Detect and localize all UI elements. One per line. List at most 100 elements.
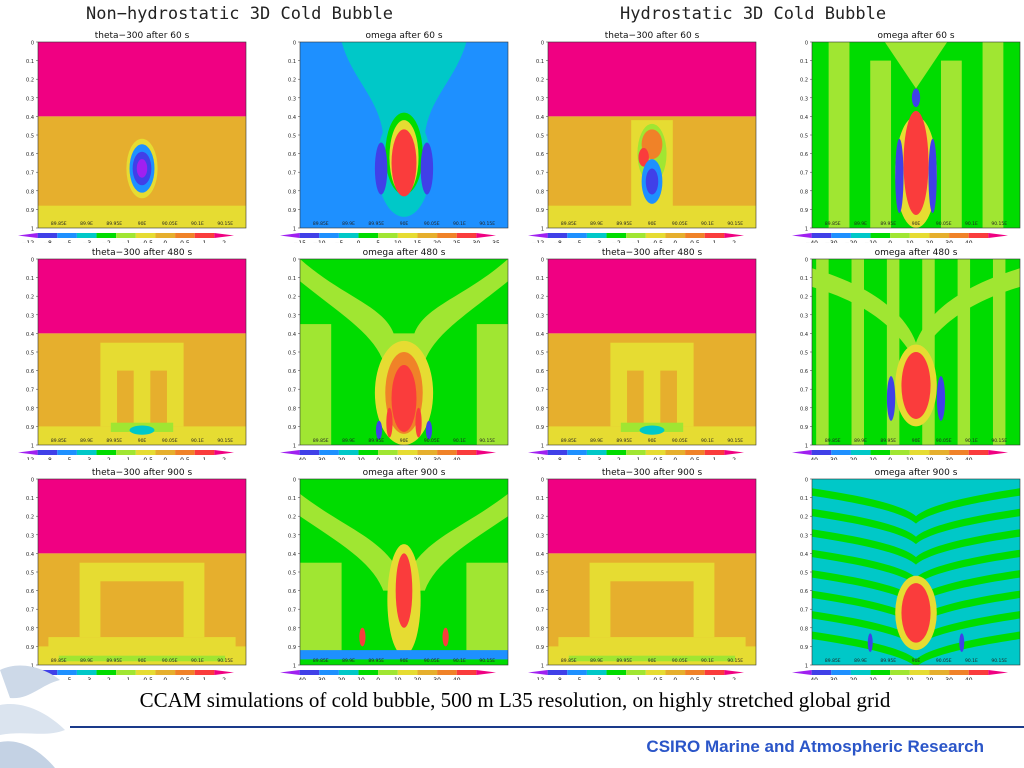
y-tick-label: 0.7: [26, 608, 34, 614]
colorbar-label: −3: [592, 457, 601, 460]
colorbar-label: 0: [163, 457, 167, 460]
colorbar-label: −0.5: [138, 240, 153, 243]
colorbar-swatch: [567, 233, 587, 238]
colorbar-swatch: [57, 233, 77, 238]
colorbar-label: −40: [805, 240, 818, 243]
colorbar-swatch: [626, 233, 646, 238]
colorbar-swatch: [850, 450, 871, 455]
contour-panel: omega after 60 s 0 0.1 0.2 0.3 0.4 0.5 0.6 0.7 0.…: [782, 28, 1022, 243]
colorbar-label: −12: [21, 457, 34, 460]
y-tick-label: 0.6: [26, 369, 34, 375]
upper-layer-region: [548, 42, 756, 117]
contour-region: [957, 259, 971, 445]
contour-region: [129, 425, 155, 435]
colorbar-label: −5: [573, 457, 582, 460]
colorbar-swatch: [870, 670, 891, 675]
y-tick-label: 0.2: [800, 78, 808, 84]
colorbar-label: −5: [334, 240, 343, 243]
x-tick-label: 89.9E: [80, 221, 93, 227]
y-tick-label: 0: [31, 41, 34, 47]
y-tick-label: 1: [31, 227, 34, 233]
contour-panel: theta−300 after 480 s 0 0.1 0.2 0.3 0.4 0.5 0.6…: [518, 245, 758, 460]
colorbar-label: 15: [414, 240, 422, 243]
y-tick-label: 0.7: [288, 171, 296, 177]
y-tick-label: 0.6: [800, 369, 808, 375]
colorbar-label: −30: [313, 677, 326, 680]
colorbar-swatch: [606, 670, 627, 675]
contour-region: [901, 352, 931, 419]
colorbar-swatch: [704, 670, 725, 675]
x-tick-label: 90E: [138, 221, 147, 227]
x-tick-label: 90E: [648, 221, 657, 227]
colorbar-swatch: [645, 233, 666, 238]
colorbar-swatch: [338, 670, 359, 675]
colorbar-swatch: [949, 670, 969, 675]
colorbar-swatch: [476, 670, 496, 675]
contour-panel: omega after 900 s 0 0.1 0.2 0.3 0.4 0.5 0.6 0.7 0…: [270, 465, 510, 680]
contour-region: [903, 110, 929, 215]
contour-region: [386, 407, 393, 438]
y-tick-label: 0.8: [26, 406, 34, 412]
x-tick-label: 90.15E: [479, 438, 495, 444]
non-hydrostatic-title: Non−hydrostatic 3D Cold Bubble: [86, 4, 394, 24]
colorbar-label: −10: [864, 677, 877, 680]
colorbar-label: −20: [845, 457, 858, 460]
contour-region: [638, 148, 649, 167]
colorbar-swatch: [194, 233, 215, 238]
colorbar-label: −10: [864, 240, 877, 243]
y-tick-label: 0: [805, 478, 808, 484]
y-tick-label: 0.7: [288, 388, 296, 394]
colorbar-label: −0.5: [138, 457, 153, 460]
colorbar-swatch: [155, 670, 176, 675]
colorbar-label: 35: [492, 240, 500, 243]
colorbar-label: 2: [732, 240, 736, 243]
colorbar-label: −30: [313, 457, 326, 460]
colorbar-label: 0: [376, 677, 380, 680]
colorbar-label: 20: [926, 240, 934, 243]
colorbar-label: 0: [888, 457, 892, 460]
y-tick-label: 0: [293, 478, 296, 484]
colorbar-label: 0: [163, 677, 167, 680]
y-tick-label: 1: [541, 227, 544, 233]
x-tick-label: 90.15E: [991, 438, 1007, 444]
colorbar-swatch: [456, 670, 477, 675]
colorbar-swatch: [319, 670, 339, 675]
x-tick-label: 89.85E: [561, 221, 577, 227]
contour-region: [645, 168, 659, 195]
hydrostatic-title: Hydrostatic 3D Cold Bubble: [620, 4, 887, 24]
colorbar-swatch: [567, 450, 587, 455]
colorbar-label: 25: [453, 240, 461, 243]
y-tick-label: 0.9: [26, 208, 34, 214]
contour-region: [300, 324, 332, 445]
y-tick-label: 1: [293, 664, 296, 670]
colorbar-label: 20: [926, 457, 934, 460]
colorbar-swatch: [890, 233, 910, 238]
y-tick-label: 0.6: [536, 152, 544, 158]
y-tick-label: 0.3: [26, 313, 34, 319]
colorbar-label: −2: [612, 457, 621, 460]
colorbar-swatch: [586, 670, 607, 675]
x-tick-label: 90E: [912, 221, 921, 227]
colorbar-swatch: [37, 233, 58, 238]
x-tick-label: 89.95E: [616, 221, 632, 227]
colorbar-swatch: [299, 450, 320, 455]
contour-region: [548, 426, 756, 445]
colorbar-swatch: [319, 233, 339, 238]
colorbar-swatch: [280, 450, 300, 455]
colorbar-label: −3: [82, 457, 91, 460]
x-tick-label: 89.9E: [854, 658, 867, 664]
x-tick-label: 89.95E: [368, 658, 384, 664]
colorbar-swatch: [685, 233, 705, 238]
colorbar-swatch: [57, 670, 77, 675]
colorbar-swatch: [831, 450, 851, 455]
colorbar-swatch: [870, 233, 891, 238]
x-tick-label: 89.9E: [590, 658, 603, 664]
y-tick-label: 1: [541, 444, 544, 450]
colorbar-label: 0.5: [180, 677, 190, 680]
contour-region: [466, 562, 508, 656]
colorbar-label: 30: [945, 240, 953, 243]
colorbar-label: −5: [63, 240, 72, 243]
x-tick-label: 90E: [400, 221, 409, 227]
colorbar-label: −0.5: [648, 457, 663, 460]
y-tick-label: 0.6: [800, 589, 808, 595]
